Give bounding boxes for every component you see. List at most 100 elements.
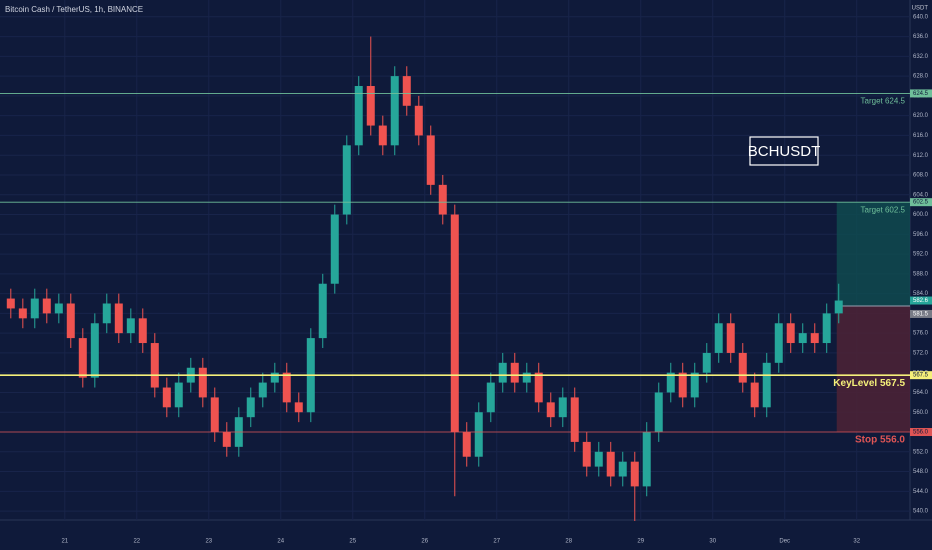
profit-zone [836,202,910,306]
axes: 540.0544.0548.0552.0556.0560.0564.0568.0… [61,14,932,545]
candle-body [258,382,267,398]
price-tag-label: 556.0 [913,430,929,436]
y-tick-label: 612.0 [913,153,929,159]
y-tick-label: 628.0 [913,74,929,80]
candle-body [714,323,723,353]
candle-body [666,372,675,393]
candle-body [90,323,99,378]
x-tick-label: 26 [421,539,428,545]
candle-body [150,343,159,388]
candle-body [630,461,639,487]
candle-body [690,372,699,398]
candle-body [678,372,687,398]
y-tick-label: 576.0 [913,331,929,337]
x-tick-label: 22 [133,539,140,545]
candle-body [402,76,411,106]
candle-body [438,184,447,215]
candle-body [498,362,507,383]
entry-tag-label: 581.5 [913,312,929,318]
candle-body [42,298,51,314]
x-tick-label: 21 [61,539,68,545]
y-tick-label: 560.0 [913,410,929,416]
candle-body [822,313,831,344]
candle-body [330,214,339,284]
x-tick-label: 28 [565,539,572,545]
candle-body [30,298,39,319]
candle-body [462,432,471,457]
price-tag [910,371,932,380]
candle-body [66,303,75,339]
candle-body [810,333,819,344]
candle-body [510,362,519,383]
candle-body [246,397,255,418]
candle-body [534,372,543,403]
candle-body [798,333,807,344]
candle-body [366,86,375,126]
candle-body [318,283,327,339]
x-tick-label: 24 [277,539,284,545]
y-tick-label: 604.0 [913,192,929,198]
loss-zone [836,305,910,433]
x-tick-label: 32 [853,539,860,545]
candle-body [378,125,387,146]
candle-body [786,323,795,344]
y-tick-label: 544.0 [913,489,929,495]
candle-body [750,382,759,408]
x-tick-label: 23 [205,539,212,545]
candle-body [210,397,219,433]
price-tag [910,198,932,207]
last-price-tag [910,296,932,305]
candle-body [522,372,531,383]
y-tick-label: 632.0 [913,54,929,60]
y-tick-label: 552.0 [913,449,929,455]
position [836,202,910,433]
candle-body [654,392,663,433]
candle-body [126,318,135,334]
y-tick-label: 600.0 [913,212,929,218]
candle-body [474,412,483,457]
candle-body [102,303,111,324]
y-tick-label: 596.0 [913,232,929,238]
y-tick-label: 620.0 [913,113,929,119]
level-label: KeyLevel 567.5 [833,378,905,389]
y-tick-label: 588.0 [913,271,929,277]
candle-body [342,145,351,215]
candle-body [138,318,147,344]
candle-body [738,352,747,383]
candle-body [270,372,279,383]
levels: Target 624.5 Target 602.5 KeyLevel 567.5 St… [0,93,910,446]
candle-body [774,323,783,363]
candle-body [618,461,627,477]
candle-body [642,432,651,487]
candle-body [294,402,303,413]
candle-body [18,308,27,319]
candle-body [486,382,495,413]
candle-body [282,372,291,403]
candle-body [54,303,63,314]
candle-body [198,367,207,398]
y-tick-label: 640.0 [913,14,929,20]
candle-body [546,402,555,418]
candle-body [570,397,579,442]
candle-body [834,300,843,314]
x-tick-label: 25 [349,539,356,545]
y-tick-label: 540.0 [913,509,929,515]
last-price-label: 582.6 [913,298,929,304]
candle-body [426,135,435,185]
candle-body [450,214,459,433]
chart-title: Bitcoin Cash / TetherUS, 1h, BINANCE [5,5,143,14]
level-label: Target 624.5 [861,97,906,106]
x-tick-label: 30 [709,539,716,545]
candle-body [114,303,123,334]
x-tick-label: 27 [493,539,500,545]
candle-body [222,432,231,447]
y-tick-label: 636.0 [913,34,929,40]
candle-body [606,451,615,477]
candle-body [78,338,87,378]
level-label: Target 602.5 [861,205,906,214]
candle-body [558,397,567,418]
candle-body [414,105,423,136]
candle-body [6,298,15,309]
